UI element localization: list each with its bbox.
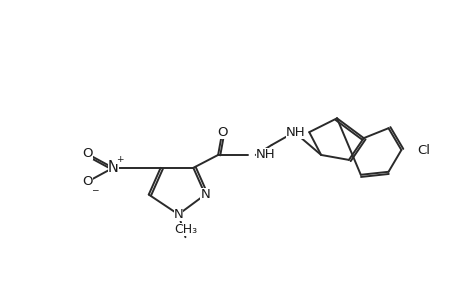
Text: N: N: [173, 208, 183, 221]
Text: −: −: [91, 185, 99, 194]
Text: NH: NH: [285, 126, 305, 139]
Text: Cl: Cl: [416, 143, 429, 157]
Text: O: O: [82, 148, 92, 160]
Text: N: N: [200, 188, 210, 201]
Text: N: N: [107, 160, 118, 175]
Text: O: O: [82, 175, 92, 188]
Text: +: +: [116, 155, 123, 164]
Text: CH₃: CH₃: [174, 223, 196, 236]
Text: NH: NH: [255, 148, 275, 161]
Text: O: O: [216, 126, 227, 139]
